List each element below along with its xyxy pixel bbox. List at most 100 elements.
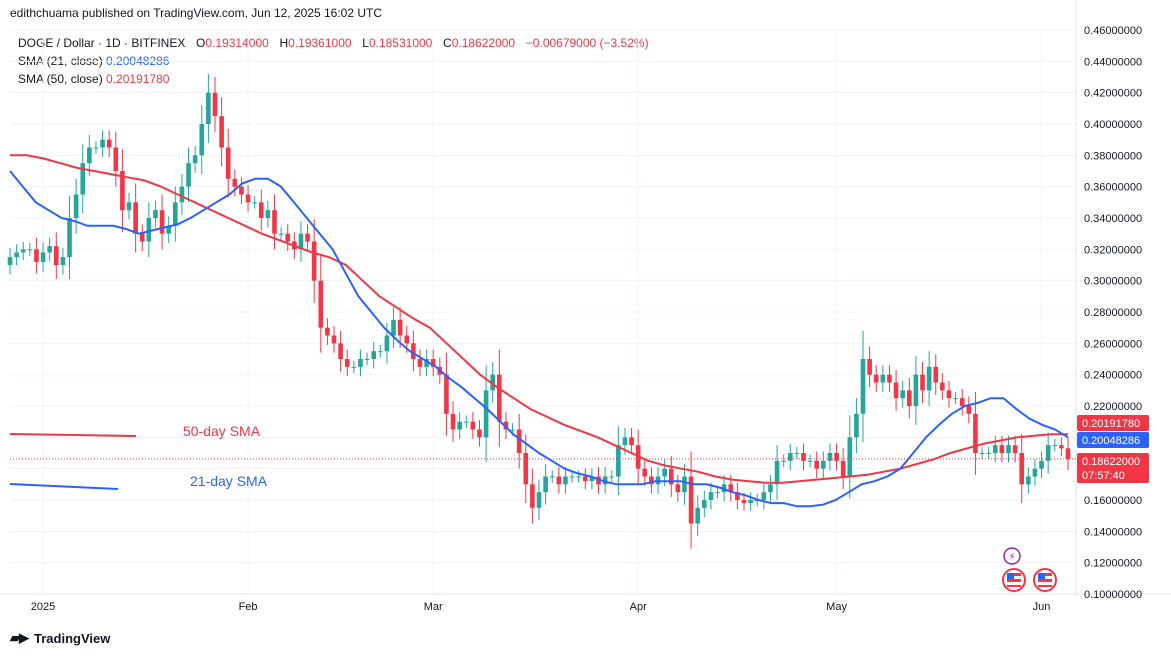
price-badge: 0.18622000 07:57:40 <box>1077 453 1149 483</box>
candle <box>1006 435 1011 463</box>
candle <box>139 224 145 251</box>
chart-annotations: 50-day SMA 21-day SMA <box>9 423 268 490</box>
candle <box>787 443 793 471</box>
countdown-label: 07:57:40 <box>1082 470 1125 482</box>
candle <box>887 365 892 392</box>
us-flag-event-icon[interactable] <box>1033 568 1057 592</box>
candle <box>774 445 780 500</box>
candle <box>199 105 205 175</box>
y-tick-label: 0.36000000 <box>1084 182 1142 194</box>
candle <box>212 77 218 132</box>
candle <box>940 373 945 400</box>
grid-lines <box>0 0 1171 595</box>
candle <box>265 200 271 228</box>
y-tick-label: 0.28000000 <box>1084 307 1142 319</box>
candle <box>966 396 972 424</box>
candle <box>536 479 542 521</box>
candle <box>206 73 211 143</box>
candle <box>563 467 568 494</box>
candle <box>477 420 482 447</box>
y-tick-label: 0.22000000 <box>1084 401 1142 413</box>
candle <box>397 307 403 349</box>
y-tick-label: 0.24000000 <box>1084 370 1142 382</box>
candle <box>840 448 846 490</box>
low-value: 0.18531000 <box>368 36 433 50</box>
candle <box>880 365 886 392</box>
sma21-line <box>9 170 1069 508</box>
sma50-value: 0.20191780 <box>106 72 170 86</box>
candle <box>827 443 833 471</box>
candle <box>933 354 939 396</box>
x-tick-label: Mar <box>424 601 443 613</box>
candle <box>986 446 991 460</box>
candle <box>483 365 489 463</box>
candle <box>523 434 529 504</box>
candle <box>351 360 357 374</box>
y-tick-label: 0.46000000 <box>1084 25 1142 37</box>
candle <box>668 456 674 497</box>
candle <box>609 470 615 483</box>
candle <box>60 247 66 275</box>
candle <box>497 349 502 447</box>
candle <box>7 247 13 275</box>
candle <box>106 130 112 157</box>
price-axis[interactable]: 0.46000000 0.44000000 0.42000000 0.40000000… <box>1084 25 1142 601</box>
y-tick-label: 0.40000000 <box>1084 119 1142 131</box>
candle <box>873 365 879 392</box>
us-flag-event-icon[interactable] <box>1002 568 1026 592</box>
candle <box>34 238 39 274</box>
candle <box>516 413 522 469</box>
sma50-row[interactable]: SMA (50, close) 0.20191780 <box>18 70 649 88</box>
candle <box>688 451 694 549</box>
x-tick-label: May <box>826 601 847 613</box>
time-axis[interactable]: 2025 Feb Mar Apr May Jun <box>31 601 1051 613</box>
brand[interactable]: ▰▶ TradingView <box>10 630 110 646</box>
candle <box>629 427 634 455</box>
candle <box>126 192 132 220</box>
sma21-annotation: 21-day SMA <box>190 473 268 489</box>
x-tick-label: 2025 <box>31 601 55 613</box>
price-badge-value: 0.20048286 <box>1082 435 1140 447</box>
candle <box>867 346 872 388</box>
y-tick-label: 0.16000000 <box>1084 495 1142 507</box>
candle <box>285 224 291 251</box>
y-tick-label: 0.14000000 <box>1084 526 1142 538</box>
sma21-annotation-line <box>9 483 119 490</box>
candle <box>1012 435 1018 463</box>
symbol-label[interactable]: DOGE / Dollar · 1D · BITFINEX <box>18 36 186 50</box>
candle <box>748 492 753 511</box>
ohlc-row: DOGE / Dollar · 1D · BITFINEX O0.1931400… <box>18 34 649 52</box>
candle <box>67 196 72 280</box>
candle <box>1065 437 1071 470</box>
candle <box>252 196 257 209</box>
candle <box>232 169 238 197</box>
candle <box>979 446 985 460</box>
candle <box>549 470 555 483</box>
price-badge-value: 0.18622000 <box>1082 456 1140 468</box>
candle <box>166 216 172 244</box>
candle <box>530 468 535 524</box>
candle <box>953 391 958 405</box>
candle <box>582 468 588 490</box>
candle <box>470 412 476 439</box>
x-tick-label: Apr <box>630 601 647 613</box>
lightning-event-icon[interactable]: ⚡ <box>1003 547 1021 565</box>
candle <box>761 482 767 510</box>
candle <box>794 446 800 460</box>
candle <box>146 202 152 258</box>
candle <box>1026 467 1031 494</box>
candle <box>1045 432 1051 474</box>
candle <box>708 482 714 510</box>
candle <box>735 482 740 510</box>
candle <box>847 415 853 499</box>
candle <box>695 495 701 537</box>
x-tick-label: Feb <box>239 601 258 613</box>
candle <box>93 141 99 154</box>
candlestick-series <box>7 73 1071 549</box>
candle <box>834 443 839 471</box>
high-value: 0.19361000 <box>288 36 352 50</box>
candle <box>920 362 925 403</box>
candle <box>424 349 429 377</box>
candle <box>1052 438 1058 452</box>
